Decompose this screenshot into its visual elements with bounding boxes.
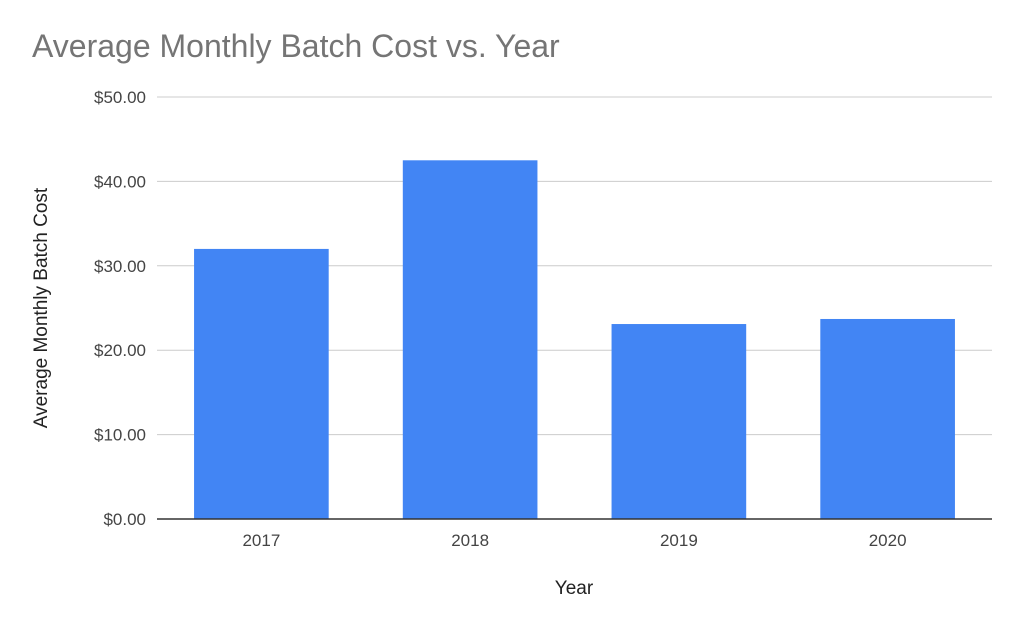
x-axis-label: Year: [554, 578, 594, 599]
y-tick-label: $0.00: [103, 510, 146, 529]
chart-title: Average Monthly Batch Cost vs. Year: [32, 28, 560, 64]
y-tick-label: $10.00: [94, 426, 146, 445]
x-tick-label: 2018: [451, 531, 489, 550]
x-tick-label: 2019: [660, 531, 698, 550]
y-tick-label: $20.00: [94, 341, 146, 360]
bar-2020: [820, 318, 955, 519]
bar-2019: [611, 324, 747, 519]
y-tick-label: $50.00: [94, 88, 146, 107]
y-tick-label: $40.00: [94, 172, 146, 191]
bar-2018: [402, 160, 538, 520]
y-tick-label: $30.00: [94, 257, 146, 276]
x-tick-label: 2020: [869, 531, 907, 550]
x-tick-label: 2017: [242, 531, 280, 550]
bar-2017: [194, 248, 329, 520]
y-axis-label: Average Monthly Batch Cost: [31, 187, 52, 429]
